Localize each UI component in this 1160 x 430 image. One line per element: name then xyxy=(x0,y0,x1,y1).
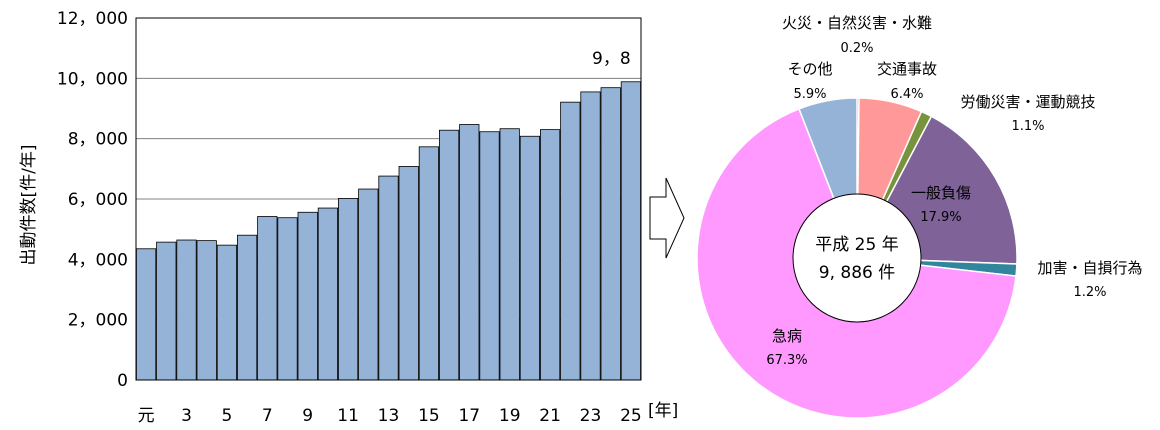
bar-23 xyxy=(581,92,600,380)
pie-chart: 平成 25 年 9, 886 件 火災・自然災害・水難 0.2% 交通事故 6.… xyxy=(697,14,1143,418)
bars xyxy=(136,82,640,380)
bar-5 xyxy=(217,245,236,380)
arrow-icon xyxy=(650,178,684,258)
bar-6 xyxy=(237,235,256,380)
x-tick-label: 5 xyxy=(221,406,232,426)
y-tick-label: 0 xyxy=(117,371,128,391)
bar-chart: 0 2，000 4，000 6，000 8，000 10，000 12，000 元 3 5 7 9 1… xyxy=(19,9,678,426)
pie-center-year: 平成 25 年 xyxy=(815,235,898,255)
x-tick-label: 23 xyxy=(580,406,602,426)
x-tick-label: 19 xyxy=(499,406,521,426)
bar-元 xyxy=(136,249,155,380)
y-tick-labels: 0 2，000 4，000 6，000 8，000 10，000 12，000 xyxy=(57,9,128,391)
x-tick-label: 25 xyxy=(620,406,642,426)
bar-21 xyxy=(540,130,559,380)
bar-22 xyxy=(561,102,580,380)
x-tick-label: 3 xyxy=(181,406,192,426)
slice-value-self-harm: 1.2% xyxy=(1073,285,1106,300)
x-tick-label: 11 xyxy=(337,406,359,426)
x-tick-label: 21 xyxy=(539,406,561,426)
slice-value-fire: 0.2% xyxy=(840,41,873,56)
bar-13 xyxy=(379,176,398,380)
slice-value-traffic: 6.4% xyxy=(890,87,923,102)
bar-8 xyxy=(278,218,297,380)
pie-center-hole xyxy=(793,194,921,322)
bar-20 xyxy=(520,136,539,380)
y-tick-label: 10，000 xyxy=(57,69,128,89)
bar-14 xyxy=(399,166,418,380)
slice-label-illness: 急病 xyxy=(772,327,802,345)
y-tick-label: 4，000 xyxy=(68,250,128,270)
y-tick-label: 6，000 xyxy=(68,190,128,210)
slice-label-self-harm: 加害・自損行為 xyxy=(1037,259,1142,277)
x-tick-label: 15 xyxy=(418,406,440,426)
y-tick-label: 2，000 xyxy=(68,311,128,331)
bar-9 xyxy=(298,212,317,380)
slice-value-labor: 1.1% xyxy=(1011,119,1044,134)
slice-value-other: 5.9% xyxy=(793,87,826,102)
bar-16 xyxy=(439,130,458,380)
slice-label-general-injury: 一般負傷 xyxy=(911,184,971,202)
bar-2 xyxy=(157,242,176,380)
bar-17 xyxy=(460,124,479,380)
slice-value-general-injury: 17.9% xyxy=(920,210,961,225)
slice-value-illness: 67.3% xyxy=(766,353,807,368)
bar-3 xyxy=(177,240,196,380)
y-tick-label: 12，000 xyxy=(57,9,128,29)
x-axis-unit: [年] xyxy=(648,401,678,421)
x-tick-labels: 元 3 5 7 9 11 13 15 17 19 21 23 25 xyxy=(138,406,642,426)
bar-12 xyxy=(359,189,378,380)
bar-annotation: 9，8 xyxy=(592,49,631,69)
y-axis-label: 出動件数[件/年] xyxy=(19,145,39,266)
slice-label-fire: 火災・自然災害・水難 xyxy=(782,14,932,32)
pie-center-count: 9, 886 件 xyxy=(819,263,895,283)
bar-11 xyxy=(338,198,357,380)
bar-4 xyxy=(197,241,216,380)
slice-label-other: その他 xyxy=(787,60,832,78)
bar-25 xyxy=(621,82,640,380)
x-tick-label: 7 xyxy=(262,406,273,426)
slice-label-traffic: 交通事故 xyxy=(877,60,937,78)
bar-24 xyxy=(601,88,620,380)
y-tick-label: 8，000 xyxy=(68,130,128,150)
x-tick-label: 13 xyxy=(378,406,400,426)
bar-19 xyxy=(500,129,519,380)
x-tick-label: 9 xyxy=(302,406,313,426)
x-tick-label: 17 xyxy=(458,406,480,426)
bar-10 xyxy=(318,208,337,380)
bar-15 xyxy=(419,147,438,380)
slice-label-labor: 労働災害・運動競技 xyxy=(960,93,1095,111)
x-tick-label: 元 xyxy=(138,406,155,426)
bar-18 xyxy=(480,132,499,380)
bar-7 xyxy=(258,216,277,380)
